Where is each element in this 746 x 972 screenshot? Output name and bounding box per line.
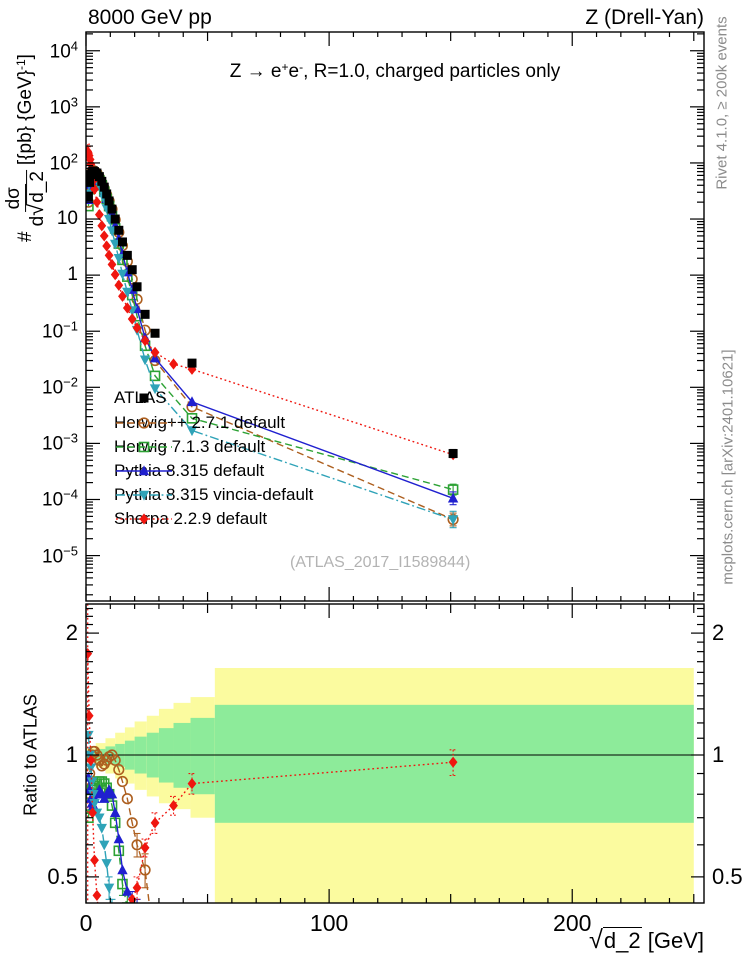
side-note-generator: Rivet 4.1.0, ≥ 200k events	[713, 16, 731, 190]
legend-marker	[139, 393, 149, 403]
ratio-tick-label-left: 0.5	[47, 863, 78, 889]
legend-marker	[116, 465, 172, 476]
ratio-tick-label-left: 1	[65, 741, 78, 767]
legend-item-pythia-8-315-default: Pythia 8.315 default	[114, 461, 265, 480]
y-tick-label: 10	[56, 208, 78, 230]
legend-item-herwig-7-1-3-default: Herwig 7.1.3 default	[114, 437, 266, 456]
y-tick-label: 10−3	[42, 430, 78, 456]
watermark-analysis-id: (ATLAS_2017_I1589844)	[290, 554, 471, 571]
legend-marker	[116, 441, 172, 453]
ratio-tick-label-right: 2	[712, 620, 725, 646]
sqrt-sign: √	[23, 203, 48, 216]
y-axis-title-denominator: d√d_2	[23, 170, 48, 227]
y-tick-label: 103	[49, 94, 78, 119]
y-tick-label: 10−5	[42, 542, 78, 568]
y-axis-title-hash: #	[15, 231, 36, 242]
x-axis-title: √d_2 [GeV]	[589, 926, 704, 954]
ratio-tick-label-right: 0.5	[712, 863, 743, 889]
header-process: Z (Drell-Yan)	[585, 6, 704, 29]
legend-marker	[116, 490, 172, 501]
y-tick-label: 10−2	[42, 374, 78, 399]
plot-title-pre: Z → e	[229, 61, 282, 82]
y-axis-title-fraction: dσ d√d_2	[3, 170, 48, 227]
x-tick-label: 100	[309, 910, 349, 936]
y-tick-label: 10−4	[42, 486, 78, 512]
legend-label: Herwig++ 2.7.1 default	[114, 413, 286, 432]
plot-title-post: , R=1.0, charged particles only	[303, 61, 561, 82]
y-tick-label: 102	[49, 150, 78, 175]
legend-item-pythia-8-315-vincia-default: Pythia 8.315 vincia-default	[114, 485, 314, 504]
y-tick-label: 1	[67, 264, 78, 286]
plot-title-sup2: -	[299, 60, 304, 74]
x-tick-label: 0	[79, 910, 93, 936]
x-tick-label: 200	[553, 910, 592, 936]
legend-item-herwig-2-7-1-default: Herwig++ 2.7.1 default	[114, 413, 286, 432]
legend-marker	[116, 513, 172, 525]
ratio-tick-label-right: 1	[712, 741, 725, 767]
series-atlas	[86, 166, 458, 459]
ratio-tick-label-left: 2	[65, 620, 78, 646]
main-frame	[85, 31, 705, 602]
legend-label: Herwig 7.1.3 default	[114, 437, 266, 456]
y-axis-title: # dσ d√d_2 [{pb} {GeV}-1]	[3, 54, 48, 242]
ratio-y-axis-title: Ratio to ATLAS	[20, 694, 41, 816]
plot-title-sup1: +	[281, 60, 289, 74]
legend-item-sherpa-2-2-9-default: Sherpa 2.2.9 default	[114, 509, 268, 528]
legend-label: Pythia 8.315 vincia-default	[114, 485, 314, 504]
y-tick-label: 104	[49, 38, 78, 63]
legend-label: Pythia 8.315 default	[114, 461, 265, 480]
legend-item-atlas: ATLAS	[114, 388, 167, 407]
y-tick-label: 10−1	[42, 318, 78, 343]
header-beam: 8000 GeV pp	[88, 6, 212, 29]
sqrt-sign: √	[589, 926, 603, 954]
legend-marker	[116, 417, 172, 429]
plot-title-mid: e	[288, 61, 300, 82]
side-note-source: mcplots.cern.ch [arXiv:2401.10621]	[719, 349, 737, 585]
ratio-frame	[85, 603, 705, 904]
y-axis-title-units: [{pb} {GeV}-1]	[14, 54, 37, 166]
ratio-uncertainty-bands	[86, 668, 694, 903]
plot-title: Z → e+e-, R=1.0, charged particles only	[86, 60, 704, 83]
axis-ticks	[85, 32, 704, 903]
legend-label: Sherpa 2.2.9 default	[114, 509, 268, 528]
